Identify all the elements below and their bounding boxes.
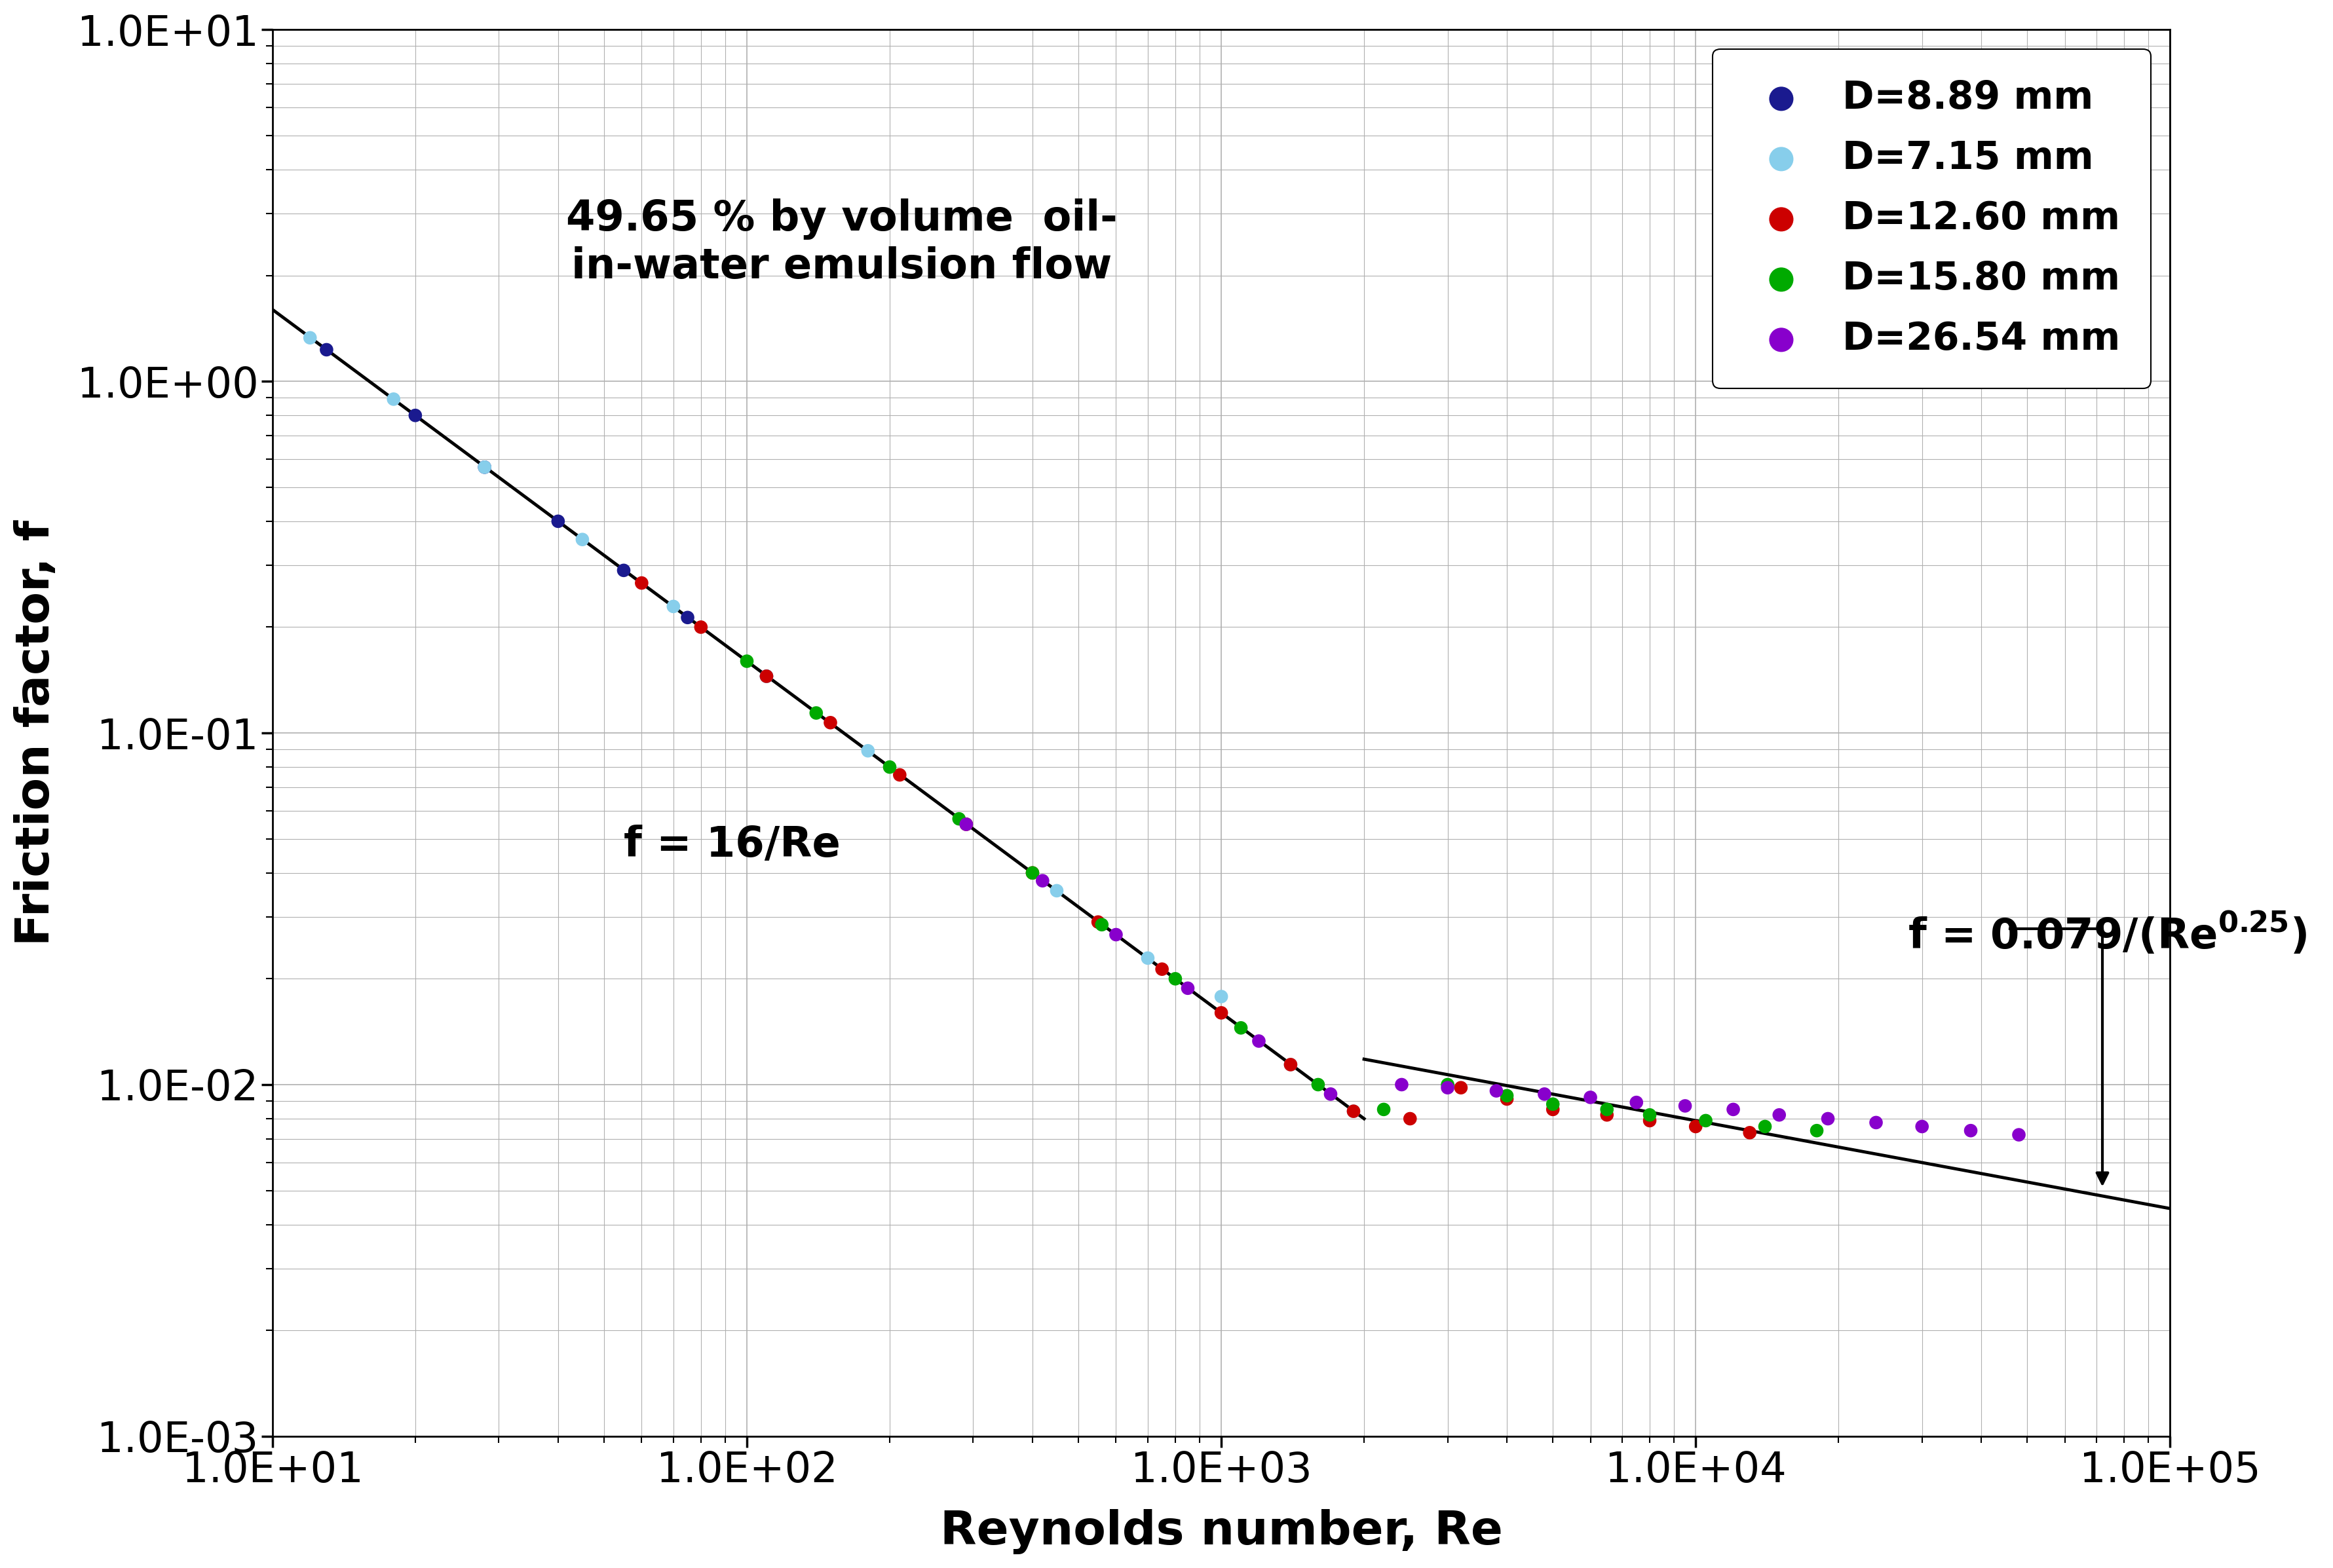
D=15.80 mm bbox=[1535, 1091, 1572, 1116]
D=12.60 mm bbox=[749, 663, 786, 688]
D=12.60 mm bbox=[1015, 861, 1052, 886]
D=15.80 mm bbox=[1687, 1109, 1724, 1134]
Text: f = 0.079/(Re$^{\mathbf{0.25}}$): f = 0.079/(Re$^{\mathbf{0.25}}$) bbox=[1908, 911, 2307, 958]
D=12.60 mm bbox=[882, 762, 919, 787]
D=12.60 mm bbox=[947, 812, 985, 837]
D=26.54 mm bbox=[1311, 1082, 1348, 1107]
D=12.60 mm bbox=[812, 710, 849, 735]
D=12.60 mm bbox=[1143, 956, 1180, 982]
D=26.54 mm bbox=[1666, 1093, 1703, 1118]
D=26.54 mm bbox=[1477, 1079, 1514, 1104]
D=12.60 mm bbox=[1271, 1052, 1309, 1077]
D=15.80 mm bbox=[1488, 1083, 1526, 1109]
D=15.80 mm bbox=[1428, 1073, 1465, 1098]
D=15.80 mm bbox=[1083, 913, 1120, 938]
D=7.15 mm bbox=[376, 387, 413, 412]
D=7.15 mm bbox=[292, 325, 329, 350]
D=15.80 mm bbox=[798, 701, 835, 726]
D=8.89 mm bbox=[308, 337, 345, 362]
D=15.80 mm bbox=[1015, 861, 1052, 886]
D=15.80 mm bbox=[1299, 1073, 1337, 1098]
D=26.54 mm bbox=[1715, 1098, 1752, 1123]
D=8.89 mm bbox=[397, 403, 434, 428]
D=7.15 mm bbox=[565, 527, 602, 552]
D=8.89 mm bbox=[604, 558, 642, 583]
D=15.80 mm bbox=[1157, 966, 1194, 991]
D=12.60 mm bbox=[1488, 1087, 1526, 1112]
D=15.80 mm bbox=[1589, 1098, 1626, 1123]
D=12.60 mm bbox=[1731, 1120, 1768, 1145]
D=15.80 mm bbox=[870, 754, 908, 779]
D=12.60 mm bbox=[1631, 1109, 1668, 1134]
D=7.15 mm bbox=[656, 594, 693, 619]
D=26.54 mm bbox=[1241, 1029, 1278, 1054]
D=7.15 mm bbox=[1334, 1099, 1372, 1124]
D=26.54 mm bbox=[1097, 922, 1134, 947]
D=7.15 mm bbox=[467, 455, 504, 480]
D=12.60 mm bbox=[1080, 909, 1118, 935]
D=15.80 mm bbox=[1222, 1016, 1260, 1041]
D=12.60 mm bbox=[1201, 1000, 1239, 1025]
D=7.15 mm bbox=[1038, 878, 1076, 903]
D=7.15 mm bbox=[1201, 985, 1239, 1010]
D=26.54 mm bbox=[1617, 1090, 1654, 1115]
X-axis label: Reynolds number, Re: Reynolds number, Re bbox=[940, 1508, 1502, 1554]
D=15.80 mm bbox=[1747, 1113, 1785, 1138]
D=15.80 mm bbox=[940, 806, 978, 831]
D=26.54 mm bbox=[1999, 1123, 2037, 1148]
D=26.54 mm bbox=[1857, 1110, 1894, 1135]
D=12.60 mm bbox=[623, 571, 660, 596]
D=26.54 mm bbox=[1024, 869, 1062, 894]
Text: f = 16/Re: f = 16/Re bbox=[623, 825, 840, 866]
D=12.60 mm bbox=[1390, 1105, 1428, 1131]
D=12.60 mm bbox=[1442, 1076, 1479, 1101]
D=26.54 mm bbox=[1761, 1102, 1799, 1127]
D=26.54 mm bbox=[947, 812, 985, 837]
D=26.54 mm bbox=[1810, 1105, 1848, 1131]
D=12.60 mm bbox=[681, 615, 719, 640]
D=26.54 mm bbox=[1383, 1073, 1421, 1098]
D=26.54 mm bbox=[1169, 975, 1206, 1000]
D=26.54 mm bbox=[1953, 1118, 1990, 1143]
D=26.54 mm bbox=[1904, 1113, 1941, 1138]
D=8.89 mm bbox=[749, 663, 786, 688]
D=8.89 mm bbox=[539, 508, 576, 533]
D=12.60 mm bbox=[1334, 1099, 1372, 1124]
D=8.89 mm bbox=[467, 455, 504, 480]
D=7.15 mm bbox=[947, 812, 985, 837]
D=15.80 mm bbox=[728, 649, 765, 674]
D=7.15 mm bbox=[1129, 946, 1166, 971]
Legend: D=8.89 mm, D=7.15 mm, D=12.60 mm, D=15.80 mm, D=26.54 mm: D=8.89 mm, D=7.15 mm, D=12.60 mm, D=15.8… bbox=[1712, 49, 2151, 389]
Text: 49.65 % by volume  oil-
in-water emulsion flow: 49.65 % by volume oil- in-water emulsion… bbox=[567, 199, 1118, 287]
D=7.15 mm bbox=[849, 739, 887, 764]
D=26.54 mm bbox=[1572, 1085, 1610, 1110]
D=8.89 mm bbox=[670, 605, 707, 630]
Y-axis label: Friction factor, f: Friction factor, f bbox=[14, 521, 58, 946]
D=7.15 mm bbox=[749, 663, 786, 688]
D=15.80 mm bbox=[1365, 1098, 1402, 1123]
D=26.54 mm bbox=[1428, 1076, 1465, 1101]
D=12.60 mm bbox=[1535, 1098, 1572, 1123]
D=7.15 mm bbox=[1271, 1052, 1309, 1077]
D=12.60 mm bbox=[1589, 1102, 1626, 1127]
D=12.60 mm bbox=[1677, 1113, 1715, 1138]
D=26.54 mm bbox=[1526, 1082, 1563, 1107]
D=15.80 mm bbox=[1631, 1102, 1668, 1127]
D=15.80 mm bbox=[1799, 1118, 1836, 1143]
